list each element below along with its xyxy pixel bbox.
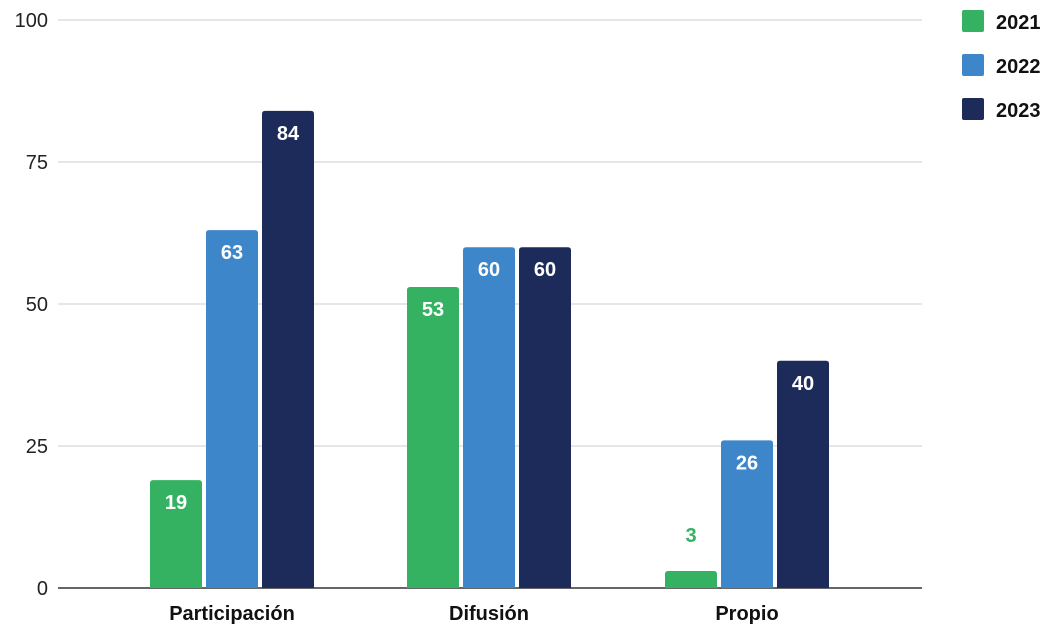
y-tick-label: 100: [15, 10, 48, 32]
bar: [665, 570, 717, 588]
data-label: 84: [277, 123, 300, 145]
y-tick-label: 25: [26, 436, 48, 458]
data-label: 19: [165, 492, 187, 514]
data-label: 60: [478, 259, 500, 281]
bar: [519, 247, 571, 588]
y-axis: 0 25 50 75 100: [15, 10, 48, 600]
data-label: 3: [685, 525, 696, 547]
bar: [206, 230, 258, 588]
legend-swatch: [962, 10, 984, 32]
data-label: 63: [221, 242, 243, 264]
category-label: Difusión: [449, 603, 529, 625]
bars: 19 63 84 53 60 60 3 26 40: [150, 110, 829, 588]
legend-label: 2021: [996, 12, 1041, 34]
legend-label: 2022: [996, 56, 1041, 78]
bar: [777, 360, 829, 588]
bar: [721, 440, 773, 588]
x-axis: Participación Difusión Propio: [169, 603, 778, 625]
data-label: 60: [534, 259, 556, 281]
bar: [407, 286, 459, 588]
y-tick-label: 50: [26, 294, 48, 316]
legend: 2021 2022 2023: [962, 10, 1041, 122]
category-label: Propio: [715, 603, 778, 625]
data-label: 40: [792, 373, 814, 395]
bar: [262, 110, 314, 588]
category-label: Participación: [169, 603, 295, 625]
y-tick-label: 75: [26, 152, 48, 174]
legend-label: 2023: [996, 100, 1041, 122]
bar: [150, 480, 202, 588]
legend-swatch: [962, 98, 984, 120]
data-label: 26: [736, 452, 758, 474]
legend-swatch: [962, 54, 984, 76]
data-label: 53: [422, 299, 444, 321]
y-tick-label: 0: [37, 578, 48, 600]
bar: [463, 247, 515, 588]
